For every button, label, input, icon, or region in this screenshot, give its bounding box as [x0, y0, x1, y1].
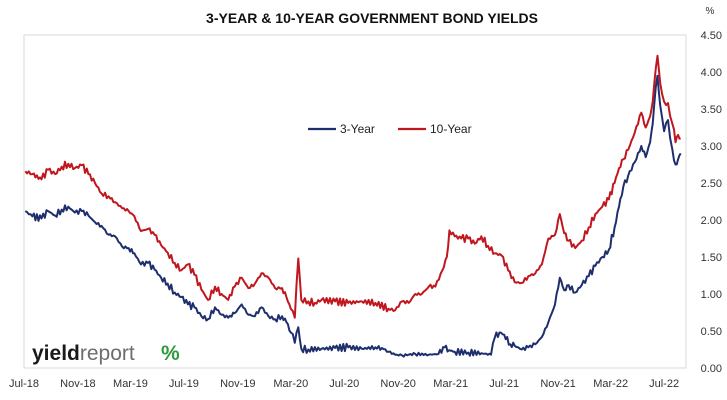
x-tick-label: Nov-19	[220, 378, 255, 390]
x-tick-label: Nov-18	[60, 378, 95, 390]
legend: 3-Year 10-Year	[308, 122, 472, 136]
plot-frame	[23, 34, 687, 369]
logo-text-report: report	[80, 342, 135, 365]
y-tick-label: 4.00	[701, 67, 722, 79]
y-tick-label: 1.50	[701, 252, 722, 264]
x-tick-label: Mar-22	[593, 378, 628, 390]
x-tick-label: Jul-19	[169, 378, 199, 390]
legend-item-10-year: 10-Year	[398, 122, 472, 136]
x-axis: Jul-18 Nov-18 Mar-19 Jul-19 Nov-19 Mar-20 Jul-…	[9, 378, 679, 390]
y-axis-unit: %	[706, 6, 715, 17]
y-tick-label: 0.50	[701, 326, 722, 338]
x-tick-label: Jul-21	[489, 378, 519, 390]
chart-title: 3-YEAR & 10-YEAR GOVERNMENT BOND YIELDS	[206, 10, 538, 26]
logo-text-yield: yield	[32, 342, 80, 365]
x-tick-label: Mar-19	[113, 378, 148, 390]
x-tick-label: Jul-20	[329, 378, 359, 390]
x-tick-label: Nov-21	[540, 378, 575, 390]
series-line-10-year	[24, 54, 681, 319]
svg-text:yieldreport: yieldreport	[32, 342, 135, 365]
x-tick-label: Jul-18	[9, 378, 39, 390]
y-tick-label: 3.50	[701, 104, 722, 116]
logo-percent-sign: %	[161, 342, 180, 365]
y-tick-label: 0.00	[701, 363, 722, 375]
y-tick-label: 3.00	[701, 141, 722, 153]
series-group	[24, 54, 682, 358]
series-line-3-year	[24, 74, 682, 358]
y-tick-label: 4.50	[701, 30, 722, 42]
x-tick-label: Nov-20	[380, 378, 415, 390]
y-tick-label: 2.00	[701, 215, 722, 227]
y-tick-label: 2.50	[701, 178, 722, 190]
x-tick-label: Mar-21	[433, 378, 468, 390]
legend-item-3-year: 3-Year	[308, 122, 375, 136]
y-axis: 0.00 0.50 1.00 1.50 2.00 2.50 3.00 3.50 4.00 4.50	[701, 30, 722, 375]
x-tick-label: Jul-22	[649, 378, 679, 390]
legend-label-10-year: 10-Year	[430, 122, 472, 136]
yieldreport-logo: yieldreport %	[32, 342, 180, 365]
legend-label-3-year: 3-Year	[340, 122, 375, 136]
y-tick-label: 1.00	[701, 289, 722, 301]
x-tick-label: Mar-20	[273, 378, 308, 390]
